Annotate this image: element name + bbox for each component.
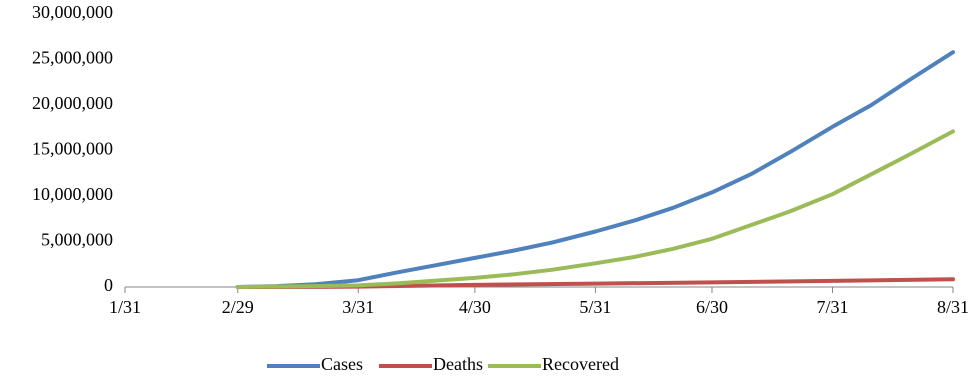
legend-label-cases: Cases: [321, 354, 363, 374]
legend: Cases Deaths Recovered: [267, 354, 619, 374]
x-tick-label: 8/31: [937, 297, 969, 317]
legend-label-deaths: Deaths: [433, 354, 483, 374]
y-tick-label: 20,000,000: [32, 93, 113, 113]
plot-area: 1/31 2/29 3/31 4/30 5/31 6/30 7/31 8/31 0 5,000,0…: [32, 2, 969, 317]
legend-label-recovered: Recovered: [542, 354, 619, 374]
x-tick-label: 6/30: [696, 297, 728, 317]
y-tick-label: 10,000,000: [32, 184, 113, 204]
x-tick-label: 1/31: [109, 297, 141, 317]
x-tick-label: 2/29: [222, 297, 254, 317]
y-tick-label: 5,000,000: [41, 230, 113, 250]
x-tick-label: 3/31: [342, 297, 374, 317]
x-tick-label: 5/31: [579, 297, 611, 317]
y-tick-label: 30,000,000: [32, 2, 113, 22]
series-line-cases: [235, 50, 955, 289]
x-tick-label: 7/31: [816, 297, 848, 317]
y-tick-label: 0: [104, 275, 113, 295]
series-line-recovered: [235, 129, 955, 289]
y-tick-label: 25,000,000: [32, 48, 113, 68]
x-tick-label: 4/30: [459, 297, 491, 317]
y-tick-label: 15,000,000: [32, 139, 113, 159]
